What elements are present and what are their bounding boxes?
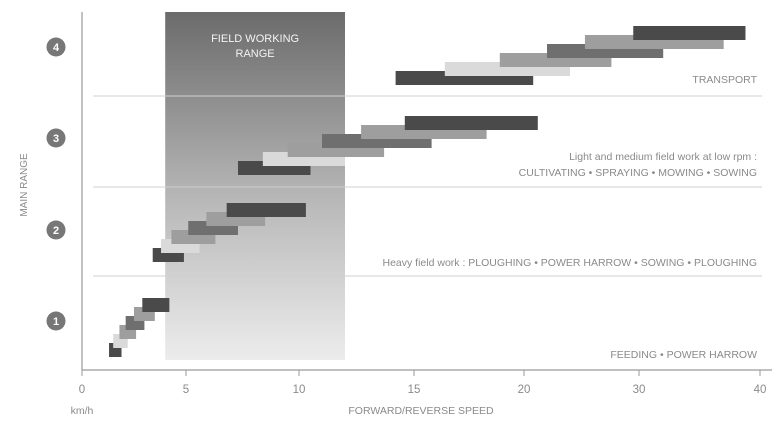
range-2-description: Heavy field work : PLOUGHING • POWER HAR… bbox=[383, 257, 758, 269]
gear-bar-range4-6 bbox=[633, 26, 746, 40]
x-tick-label-30: 30 bbox=[633, 384, 646, 396]
gear-bars bbox=[109, 26, 746, 357]
x-tick-label-20: 20 bbox=[518, 384, 531, 396]
x-tick-label-0: 0 bbox=[79, 384, 85, 396]
field-working-range-band bbox=[165, 12, 345, 360]
x-tick-label-5: 5 bbox=[183, 384, 189, 396]
range-3-description-line2: CULTIVATING • SPRAYING • MOWING • SOWING bbox=[519, 167, 757, 179]
range-badge-1: 1 bbox=[46, 311, 66, 331]
range-1-description: FEEDING • POWER HARROW bbox=[610, 349, 757, 361]
x-tick-label-40: 40 bbox=[754, 384, 767, 396]
x-axis-title: FORWARD/REVERSE SPEED bbox=[348, 405, 494, 417]
field-working-range-label-line1: FIELD WORKING bbox=[211, 33, 299, 45]
range-badge-4: 4 bbox=[46, 37, 66, 57]
gear-bar-range1-6 bbox=[142, 298, 170, 312]
range-badge-2-label: 2 bbox=[53, 225, 59, 237]
range-badge-1-label: 1 bbox=[53, 316, 59, 328]
range-3-description-line1: Light and medium field work at low rpm : bbox=[569, 151, 757, 163]
range-badge-2: 2 bbox=[46, 220, 66, 240]
range-badge-4-label: 4 bbox=[53, 42, 60, 54]
x-axis-ticks: 0 5 10 15 20 30 40 bbox=[79, 370, 767, 396]
gear-bar-range3-6 bbox=[404, 116, 538, 130]
range-badge-3-label: 3 bbox=[53, 133, 59, 145]
range-badge-3: 3 bbox=[46, 128, 66, 148]
x-tick-label-10: 10 bbox=[293, 384, 306, 396]
field-working-range-label-line2: RANGE bbox=[236, 48, 275, 60]
x-tick-label-15: 15 bbox=[408, 384, 421, 396]
x-axis-unit: km/h bbox=[71, 405, 94, 417]
range-4-description: TRANSPORT bbox=[692, 74, 757, 86]
y-axis-title: MAIN RANGE bbox=[19, 153, 30, 217]
gear-bar-range2-6 bbox=[226, 203, 306, 217]
